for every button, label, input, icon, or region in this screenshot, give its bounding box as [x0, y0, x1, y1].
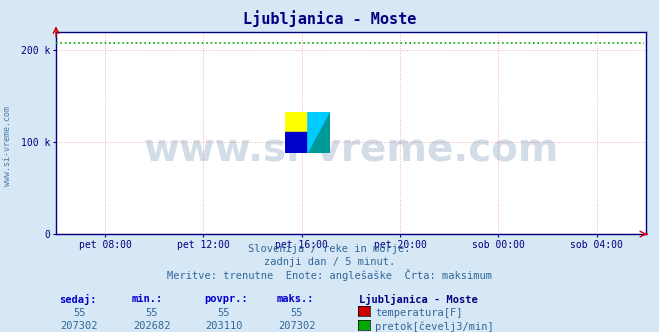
Text: pretok[čevelj3/min]: pretok[čevelj3/min]: [375, 321, 494, 332]
Text: 55: 55: [146, 308, 158, 318]
Text: zadnji dan / 5 minut.: zadnji dan / 5 minut.: [264, 257, 395, 267]
Bar: [285, 112, 308, 132]
Text: maks.:: maks.:: [277, 294, 314, 304]
Text: Ljubljanica - Moste: Ljubljanica - Moste: [359, 294, 478, 305]
Text: 203110: 203110: [206, 321, 243, 331]
Text: www.si-vreme.com: www.si-vreme.com: [3, 106, 13, 186]
Text: 55: 55: [73, 308, 85, 318]
Text: 202682: 202682: [133, 321, 170, 331]
Text: 55: 55: [218, 308, 230, 318]
Text: sedaj:: sedaj:: [59, 294, 97, 305]
Text: 207302: 207302: [61, 321, 98, 331]
Text: min.:: min.:: [132, 294, 163, 304]
Text: temperatura[F]: temperatura[F]: [375, 308, 463, 318]
Text: www.si-vreme.com: www.si-vreme.com: [143, 130, 559, 168]
Text: 207302: 207302: [278, 321, 315, 331]
Polygon shape: [308, 112, 330, 153]
Text: Meritve: trenutne  Enote: anglešaške  Črta: maksimum: Meritve: trenutne Enote: anglešaške Črta…: [167, 269, 492, 281]
Polygon shape: [308, 112, 330, 153]
Text: Slovenija / reke in morje.: Slovenija / reke in morje.: [248, 244, 411, 254]
Text: povpr.:: povpr.:: [204, 294, 248, 304]
Text: 55: 55: [291, 308, 302, 318]
Bar: [285, 132, 308, 153]
Text: Ljubljanica - Moste: Ljubljanica - Moste: [243, 10, 416, 27]
